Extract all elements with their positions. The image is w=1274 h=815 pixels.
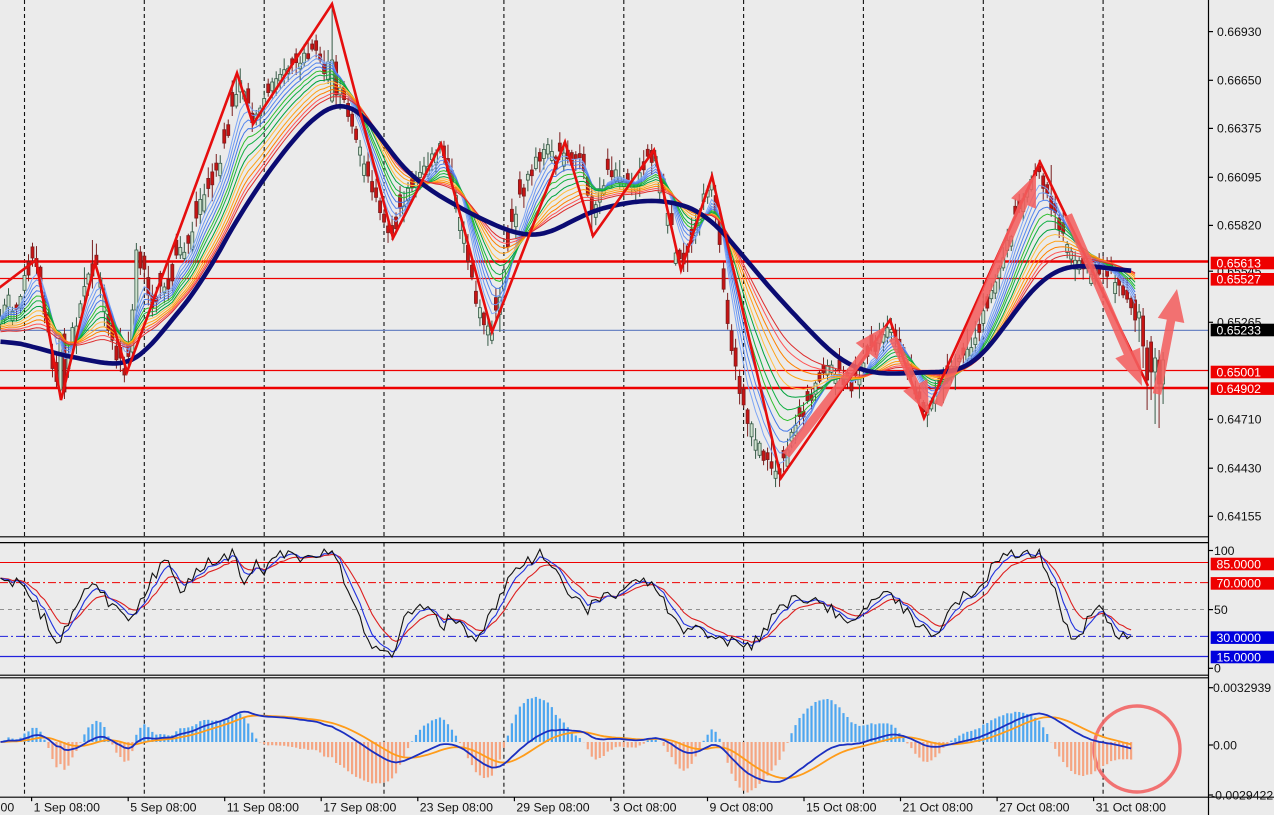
svg-text:0.66930: 0.66930	[1217, 25, 1262, 39]
svg-text:0.66095: 0.66095	[1217, 171, 1262, 185]
svg-text:15.0000: 15.0000	[1217, 650, 1262, 664]
svg-text:0.65527: 0.65527	[1217, 273, 1262, 287]
svg-text:0.66650: 0.66650	[1217, 74, 1262, 88]
svg-text:0.64155: 0.64155	[1217, 510, 1262, 524]
svg-text:0.65233: 0.65233	[1217, 323, 1262, 337]
svg-text:-0.0029422: -0.0029422	[1211, 788, 1273, 802]
svg-text:29 Sep 08:00: 29 Sep 08:00	[516, 801, 589, 815]
svg-text:5 Sep 08:00: 5 Sep 08:00	[130, 801, 196, 815]
svg-text:0.00: 0.00	[1213, 738, 1237, 752]
svg-text:23 Sep 08:00: 23 Sep 08:00	[420, 801, 493, 815]
svg-text:0.66375: 0.66375	[1217, 122, 1262, 136]
svg-text:0.64710: 0.64710	[1217, 413, 1262, 427]
svg-text:0.64902: 0.64902	[1217, 382, 1262, 396]
svg-text:0.65001: 0.65001	[1217, 365, 1262, 379]
svg-text:11 Sep 08:00: 11 Sep 08:00	[227, 801, 299, 815]
svg-text:100: 100	[1214, 544, 1235, 558]
svg-text:0.65820: 0.65820	[1217, 219, 1262, 233]
svg-text:0: 0	[1214, 662, 1221, 676]
svg-text:17 Sep 08:00: 17 Sep 08:00	[323, 801, 396, 815]
svg-text:1 Sep 08:00: 1 Sep 08:00	[34, 801, 100, 815]
svg-text:00: 00	[1, 801, 15, 815]
svg-text:85.0000: 85.0000	[1217, 557, 1262, 571]
svg-text:21 Oct 08:00: 21 Oct 08:00	[903, 801, 974, 815]
svg-text:3 Oct 08:00: 3 Oct 08:00	[613, 801, 677, 815]
svg-text:30.0000: 30.0000	[1217, 631, 1262, 645]
svg-text:0.64430: 0.64430	[1217, 462, 1262, 476]
svg-text:9 Oct 08:00: 9 Oct 08:00	[710, 801, 774, 815]
svg-text:15 Oct 08:00: 15 Oct 08:00	[806, 801, 877, 815]
svg-text:0.65613: 0.65613	[1217, 256, 1262, 270]
svg-text:0.0032939: 0.0032939	[1213, 681, 1271, 695]
svg-text:70.0000: 70.0000	[1217, 577, 1262, 591]
svg-text:31 Oct 08:00: 31 Oct 08:00	[1096, 801, 1167, 815]
svg-text:50: 50	[1214, 603, 1228, 617]
svg-text:27 Oct 08:00: 27 Oct 08:00	[999, 801, 1070, 815]
